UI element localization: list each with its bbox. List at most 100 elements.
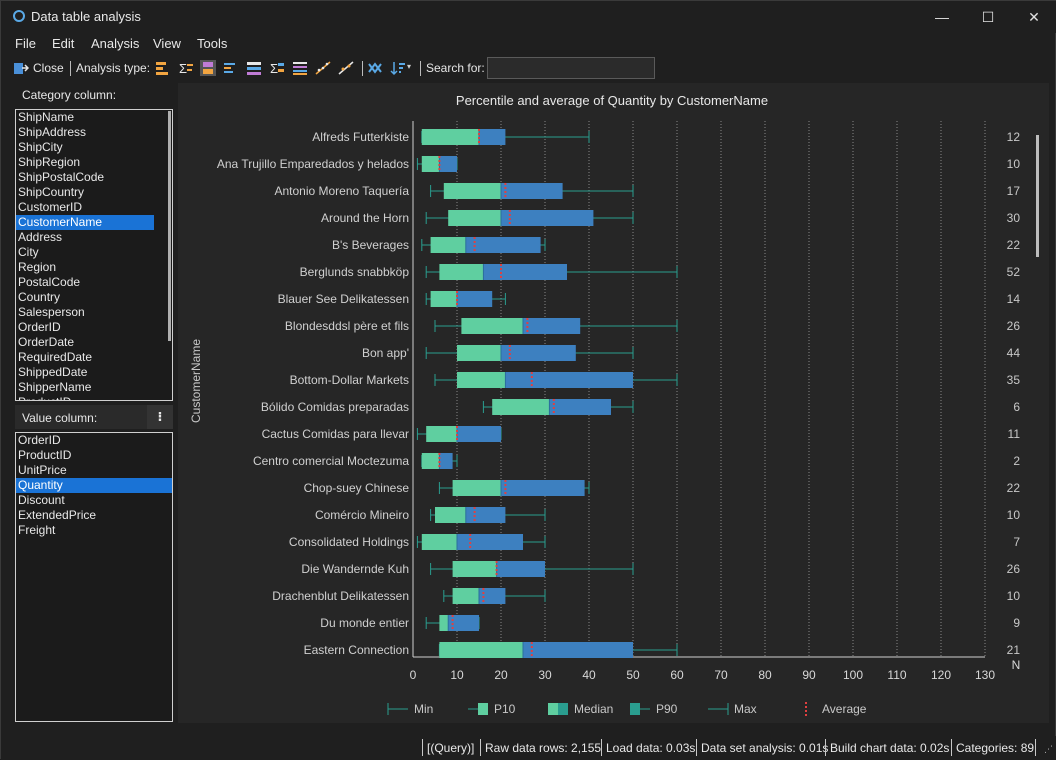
list-item[interactable]: ShipperName [18,380,92,394]
list-item[interactable]: ShipName [18,110,75,124]
trend-chart-icon[interactable] [338,60,354,76]
status-load-time: Load data: 0.03s [606,741,696,755]
scatter-chart-icon[interactable] [315,60,331,76]
category-label: Ana Trujillo Emparedados y helados [217,157,409,171]
x-tick-label: 90 [802,668,816,682]
list-item[interactable]: OrderID [18,320,61,334]
list-item[interactable]: CustomerName [16,215,154,230]
p10-median-box [452,480,501,496]
p10-median-box [435,507,466,523]
list-item[interactable]: Region [18,260,57,274]
list-item[interactable]: PostalCode [18,275,81,289]
x-tick-label: 120 [931,668,951,682]
count-label: 7 [1013,535,1020,549]
median-p90-box [505,372,633,388]
close-window-button[interactable]: ✕ [1028,9,1040,25]
swap-icon[interactable] [367,60,383,76]
median-p90-box [501,480,585,496]
list-item[interactable]: City [18,245,39,259]
list-item[interactable]: OrderID [18,433,61,447]
status-raw-rows: Raw data rows: 2,155 [485,741,602,755]
category-label: Berglunds snabbköp [300,265,410,279]
menu-bar: File Edit Analysis View Tools [1,35,1056,55]
legend-swatch [558,703,568,715]
median-p90-box [496,561,545,577]
svg-text:Σ: Σ [270,61,278,76]
stacked-chart-icon[interactable] [246,60,262,76]
chart-scrollbar-thumb[interactable] [1036,135,1039,257]
resize-grip-icon[interactable]: ⋰ [1044,744,1053,754]
list-item[interactable]: Freight [18,523,56,537]
category-label: Consolidated Holdings [289,535,409,549]
count-axis-label: N [1012,658,1021,672]
category-label: Bon app' [362,346,409,360]
menu-tools[interactable]: Tools [197,36,228,51]
list-item[interactable]: ShipAddress [18,125,87,139]
menu-edit[interactable]: Edit [52,36,75,51]
p10-median-box [443,183,501,199]
value-column-list[interactable]: OrderID ProductID UnitPrice Quantity Discoun… [15,432,173,722]
legend-label: P90 [656,702,678,716]
sort-icon[interactable]: ⁝ [147,405,173,429]
list-item[interactable]: Discount [18,493,65,507]
list-item[interactable]: ProductID [18,448,72,462]
bar-chart-icon[interactable] [155,60,171,76]
sum-chart-icon[interactable]: Σ [178,60,194,76]
menu-analysis[interactable]: Analysis [91,36,140,51]
list-item[interactable]: ShipCity [18,140,63,154]
menu-view[interactable]: View [153,36,181,51]
x-tick-label: 100 [843,668,863,682]
count-label: 26 [1007,319,1021,333]
list-item[interactable]: CustomerID [18,200,83,214]
list-item[interactable]: UnitPrice [18,463,67,477]
sort-dropdown-chevron-icon[interactable]: ▾ [407,62,412,71]
list-item[interactable]: ShipPostalCode [18,170,105,184]
list-item[interactable]: ProductID [16,395,154,400]
count-label: 17 [1007,184,1021,198]
close-icon[interactable] [13,60,30,76]
list-item[interactable]: ShipRegion [18,155,81,169]
category-list-scrollbar[interactable] [161,111,171,399]
percentile-chart-icon[interactable] [200,60,216,76]
p10-median-box [439,615,449,631]
count-label: 35 [1007,373,1021,387]
list-item[interactable]: Quantity [16,478,172,493]
scrollbar-thumb[interactable] [168,111,171,341]
status-categories: Categories: 89 [956,741,1035,755]
p10-median-box [430,237,466,253]
p10-median-box [448,210,501,226]
list-item[interactable]: ShipCountry [18,185,85,199]
minimize-button[interactable]: — [935,9,949,25]
category-column-list[interactable]: ShipName ShipAddress ShipCity ShipRegion Shi… [15,109,173,401]
close-button[interactable]: Close [33,61,64,75]
list-item[interactable]: ShippedDate [18,365,88,379]
legend-swatch [548,703,558,715]
list-item[interactable]: RequiredDate [18,350,93,364]
median-p90-box [457,291,493,307]
x-tick-label: 60 [670,668,684,682]
category-label: Du monde entier [320,616,409,630]
median-p90-box [483,264,567,280]
list-item[interactable]: Address [18,230,63,244]
list-item[interactable]: ExtendedPrice [18,508,97,522]
toolbar: Close Analysis type: Σ Σ ▾ Search for: [1,57,1056,79]
status-query: [(Query)] [427,741,475,755]
grouped-chart-icon[interactable] [292,60,308,76]
count-label: 30 [1007,211,1021,225]
category-label: Antonio Moreno Taquería [274,184,409,198]
chart-panel: Percentile and average of Quantity by Cu… [178,83,1049,723]
status-separator [480,739,481,756]
sum-stacked-icon[interactable]: Σ [269,60,285,76]
status-separator [696,739,697,756]
status-separator [422,739,423,756]
search-input[interactable] [487,57,655,79]
menu-file[interactable]: File [15,36,36,51]
sort-descending-icon[interactable] [390,60,406,76]
list-item[interactable]: OrderDate [18,335,75,349]
list-item[interactable]: Country [18,290,61,304]
range-chart-icon[interactable] [223,60,239,76]
maximize-button[interactable]: ☐ [981,9,995,25]
x-tick-label: 110 [887,668,906,682]
median-p90-box [448,615,479,631]
list-item[interactable]: Salesperson [18,305,85,319]
